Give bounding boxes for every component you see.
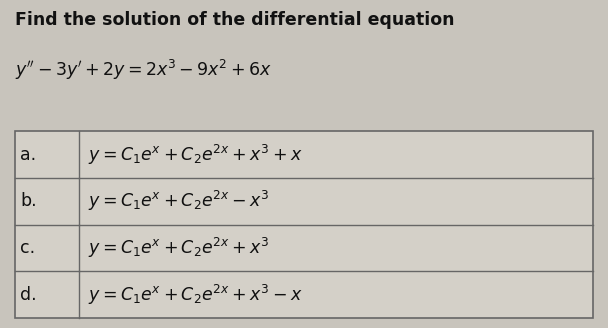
- Text: $y = C_1e^x + C_2e^{2x} + x^3 + x$: $y = C_1e^x + C_2e^{2x} + x^3 + x$: [88, 143, 303, 167]
- Text: b.: b.: [20, 192, 36, 210]
- Text: c.: c.: [20, 239, 35, 257]
- Text: a.: a.: [20, 146, 36, 164]
- Text: $y = C_1e^x + C_2e^{2x} + x^3$: $y = C_1e^x + C_2e^{2x} + x^3$: [88, 236, 269, 260]
- Text: $y = C_1e^x + C_2e^{2x} - x^3$: $y = C_1e^x + C_2e^{2x} - x^3$: [88, 189, 269, 213]
- Text: $y = C_1e^x + C_2e^{2x} + x^3 - x$: $y = C_1e^x + C_2e^{2x} + x^3 - x$: [88, 283, 303, 307]
- Text: Find the solution of the differential equation: Find the solution of the differential eq…: [15, 11, 455, 30]
- Text: $y'' - 3y' + 2y = 2x^3 - 9x^2 + 6x$: $y'' - 3y' + 2y = 2x^3 - 9x^2 + 6x$: [15, 57, 272, 81]
- Text: d.: d.: [20, 286, 36, 304]
- Bar: [15, 131, 593, 318]
